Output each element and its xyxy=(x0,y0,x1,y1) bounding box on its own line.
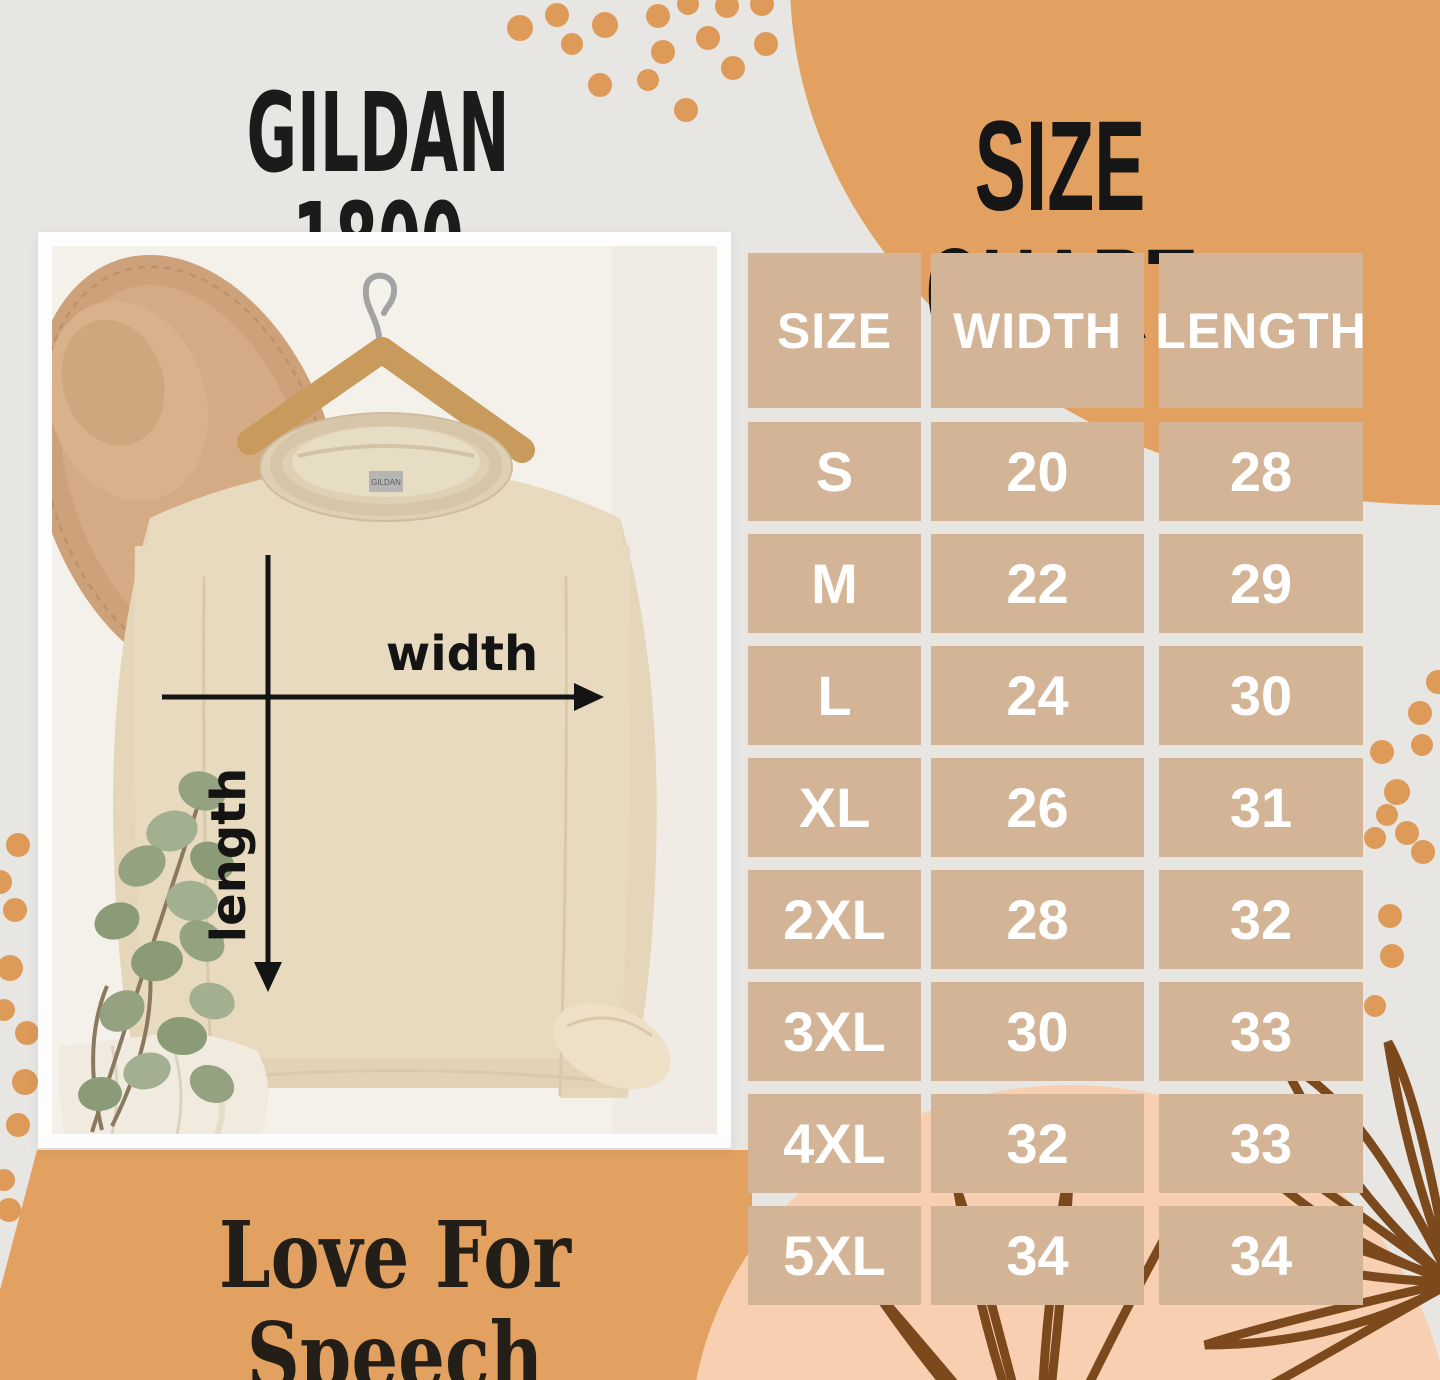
table-header-width: WIDTH xyxy=(931,253,1144,408)
table-cell-width: 20 xyxy=(931,422,1144,521)
length-arrowhead xyxy=(254,962,282,992)
table-cell-size: 3XL xyxy=(748,982,921,1081)
table-header-size: SIZE xyxy=(748,253,921,408)
felt-hat xyxy=(52,254,344,688)
wooden-hanger xyxy=(237,272,535,463)
table-cell-width: 30 xyxy=(931,982,1144,1081)
table-cell-width: 26 xyxy=(931,758,1144,857)
table-cell-length: 33 xyxy=(1159,982,1363,1081)
table-cell-length: 33 xyxy=(1159,1094,1363,1193)
table-cell-size: 2XL xyxy=(748,870,921,969)
table-cell-width: 34 xyxy=(931,1206,1144,1305)
table-cell-width: 24 xyxy=(931,646,1144,745)
hanger-hook xyxy=(362,272,397,353)
shop-name: Love For Speech xyxy=(218,1201,572,1380)
orange-blob-bottom-left xyxy=(0,1150,752,1380)
table-cell-size: S xyxy=(748,422,921,521)
table-cell-width: 28 xyxy=(931,870,1144,969)
table-cell-size: XL xyxy=(748,758,921,857)
measurement-arrows xyxy=(162,555,604,992)
table-cell-size: 4XL xyxy=(748,1094,921,1193)
table-cell-width: 22 xyxy=(931,534,1144,633)
table-cell-length: 34 xyxy=(1159,1206,1363,1305)
table-cell-length: 30 xyxy=(1159,646,1363,745)
table-cell-size: M xyxy=(748,534,921,633)
table-cell-size: L xyxy=(748,646,921,745)
eucalyptus-plant xyxy=(78,771,235,1133)
width-arrowhead xyxy=(574,683,604,711)
collar-tag: GILDAN xyxy=(369,471,403,492)
table-cell-size: 5XL xyxy=(748,1206,921,1305)
product-photo-card: GILDAN xyxy=(38,232,731,1148)
table-cell-length: 31 xyxy=(1159,758,1363,857)
sweatshirt-mockup-graphic: GILDAN xyxy=(52,246,717,1134)
table-cell-length: 29 xyxy=(1159,534,1363,633)
table-cell-length: 32 xyxy=(1159,870,1363,969)
table-cell-length: 28 xyxy=(1159,422,1363,521)
table-cell-width: 32 xyxy=(931,1094,1144,1193)
width-label: width xyxy=(385,626,539,682)
product-photo: GILDAN xyxy=(52,246,717,1134)
table-header-length: LENGTH xyxy=(1155,253,1366,408)
svg-text:GILDAN: GILDAN xyxy=(371,478,401,487)
rolled-cuff xyxy=(553,1002,671,1090)
